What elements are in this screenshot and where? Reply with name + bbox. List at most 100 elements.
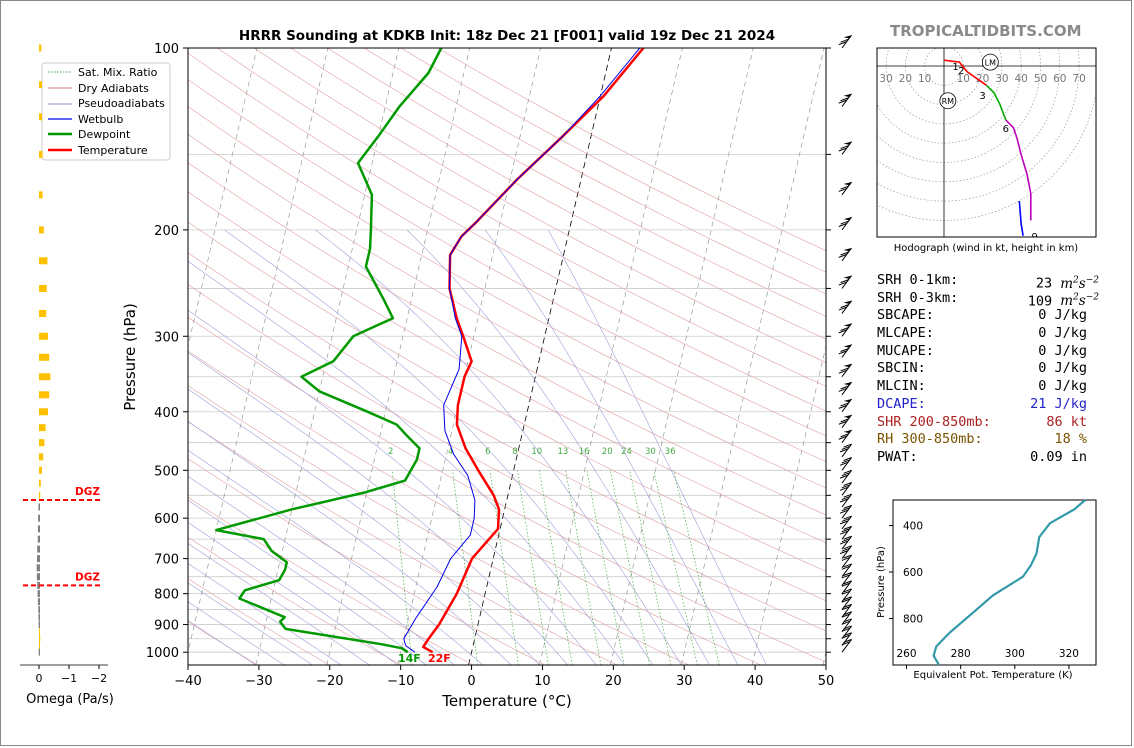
wind-barb bbox=[841, 618, 852, 633]
y-tick-label: 100 bbox=[154, 42, 179, 57]
omega-bar bbox=[38, 606, 40, 614]
legend: Sat. Mix. Ratio Dry Adiabats Pseudoadiab… bbox=[41, 62, 171, 161]
omega-bar bbox=[39, 81, 42, 89]
omega-bar bbox=[39, 453, 44, 461]
stat-row: RH 300-850mb: 18 % bbox=[877, 431, 1107, 449]
hodo-trace bbox=[943, 59, 987, 86]
dry-adiabat bbox=[188, 252, 826, 602]
mixing-ratio-line bbox=[565, 470, 602, 665]
wind-barb bbox=[838, 344, 852, 358]
pseudoadiabat bbox=[188, 475, 455, 665]
omega-bar bbox=[39, 332, 48, 340]
legend-wetbulb: Wetbulb bbox=[78, 113, 123, 126]
mixing-ratio-line bbox=[586, 470, 625, 665]
wind-barb bbox=[838, 247, 852, 262]
theta-e-x-tick-label: 280 bbox=[951, 648, 971, 660]
stat-row: SBCAPE: 0 J/kg bbox=[877, 307, 1107, 325]
series-temperature bbox=[421, 48, 645, 654]
hodo-ring-label: 60 bbox=[1053, 73, 1066, 85]
stat-row: MUCAPE: 0 J/kg bbox=[877, 343, 1107, 361]
wind-barb bbox=[841, 625, 852, 640]
wind-barb bbox=[838, 429, 852, 443]
hodo-ring-label: 30 bbox=[879, 73, 892, 85]
mixing-ratio-line bbox=[517, 470, 549, 665]
stat-label: SHR 200-850mb: bbox=[877, 413, 991, 430]
isotherm bbox=[0, 48, 44, 665]
mixing-ratio-label: 36 bbox=[665, 447, 676, 457]
theta-e-y-tick-label: 800 bbox=[903, 614, 923, 626]
omega-bar bbox=[39, 373, 51, 381]
pseudoadiabat bbox=[188, 601, 285, 665]
x-tick-label: 50 bbox=[818, 674, 835, 689]
pseudoadiabat bbox=[224, 229, 654, 665]
omega-bar bbox=[39, 439, 45, 447]
dry-adiabat bbox=[188, 221, 826, 572]
hodo-height-label: 6 bbox=[1003, 124, 1009, 135]
mixing-ratio-line bbox=[673, 470, 720, 665]
omega-panel: DGZ DGZ 0 −1 −2 Omega (Pa/s) bbox=[20, 44, 114, 707]
x-tick-label: 40 bbox=[747, 674, 764, 689]
wind-barb bbox=[839, 493, 852, 508]
dry-adiabat bbox=[188, 578, 330, 665]
wind-barb bbox=[838, 300, 852, 314]
x-tick-label: −20 bbox=[316, 674, 343, 689]
dry-adiabat bbox=[188, 621, 258, 665]
isotherm bbox=[610, 48, 754, 665]
stat-row: SHR 200-850mb: 86 kt bbox=[877, 414, 1107, 432]
stat-value: 0 J/kg bbox=[1038, 325, 1087, 342]
omega-xlabel: Omega (Pa/s) bbox=[26, 692, 114, 707]
theta-e-x-tick-label: 300 bbox=[1005, 648, 1025, 660]
stat-label: PWAT: bbox=[877, 448, 918, 465]
omega-tick-label: 0 bbox=[36, 672, 43, 685]
hodo-ring-label: 50 bbox=[1034, 73, 1047, 85]
omega-bar bbox=[39, 150, 43, 158]
omega-bar bbox=[39, 491, 41, 499]
hodo-marker bbox=[939, 92, 957, 110]
isotherm bbox=[539, 48, 683, 665]
hodograph-frame bbox=[876, 47, 1097, 238]
stat-label: SBCAPE: bbox=[877, 307, 934, 324]
skewt-frame bbox=[187, 47, 827, 666]
stat-label: MLCIN: bbox=[877, 378, 926, 395]
hodo-ring-label: 70 bbox=[1072, 73, 1085, 85]
stat-unit: m2s−2 bbox=[1060, 292, 1099, 310]
mixing-ratio-label: 13 bbox=[557, 447, 568, 457]
omega-bar bbox=[39, 642, 40, 650]
legend-dewpoint: Dewpoint bbox=[78, 128, 131, 141]
x-tick-label: 10 bbox=[534, 674, 551, 689]
isotherm bbox=[188, 48, 329, 654]
hodo-ring-label: 20 bbox=[976, 73, 989, 85]
legend-temperature: Temperature bbox=[77, 144, 148, 157]
omega-bar bbox=[37, 590, 40, 598]
pseudoadiabat bbox=[547, 229, 767, 665]
omega-bar bbox=[39, 284, 47, 292]
pseudoadiabat bbox=[188, 543, 370, 665]
omega-bar bbox=[39, 309, 47, 317]
omega-bar bbox=[39, 257, 48, 265]
stats-panel: SRH 0-1km: 23 m2s−2 SRH 0-3km: 109 m2s−2 SBC… bbox=[877, 272, 1107, 467]
hodo-marker-label: RM bbox=[942, 97, 955, 106]
stat-label: DCAPE: bbox=[877, 395, 926, 412]
y-tick-label: 200 bbox=[154, 224, 179, 239]
wind-barb bbox=[839, 482, 852, 496]
surface-dewpoint-label: 14F bbox=[398, 652, 421, 665]
wind-barb bbox=[838, 93, 852, 107]
hodo-ring-label: 10 bbox=[957, 73, 970, 85]
dry-adiabat bbox=[217, 48, 826, 387]
hodo-height-label: 3 bbox=[979, 91, 985, 102]
omega-bar bbox=[38, 514, 40, 522]
theta-e-x-tick-label: 260 bbox=[897, 648, 917, 660]
hodograph-panel: 30 20 10 10 20 30 40 50 60 70 1 2 3 6 9 LM RM Hodograph … bbox=[876, 47, 1097, 254]
dry-adiabat bbox=[253, 48, 826, 363]
mixing-ratio-label: 24 bbox=[621, 447, 632, 457]
theta-e-ylabel: Pressure (hPa) bbox=[876, 546, 887, 618]
omega-bar bbox=[39, 466, 42, 474]
dry-adiabat bbox=[188, 385, 689, 665]
wind-barb bbox=[838, 323, 852, 337]
theta-e-panel: 260 280 300 320 400 600 800 Equivalent Pot. Te… bbox=[876, 499, 1097, 681]
wind-barb bbox=[841, 611, 852, 625]
wind-barb bbox=[841, 563, 852, 578]
dry-adiabat bbox=[188, 133, 826, 489]
x-tick-label: −30 bbox=[245, 674, 272, 689]
stat-value: 0 J/kg bbox=[1038, 342, 1087, 359]
